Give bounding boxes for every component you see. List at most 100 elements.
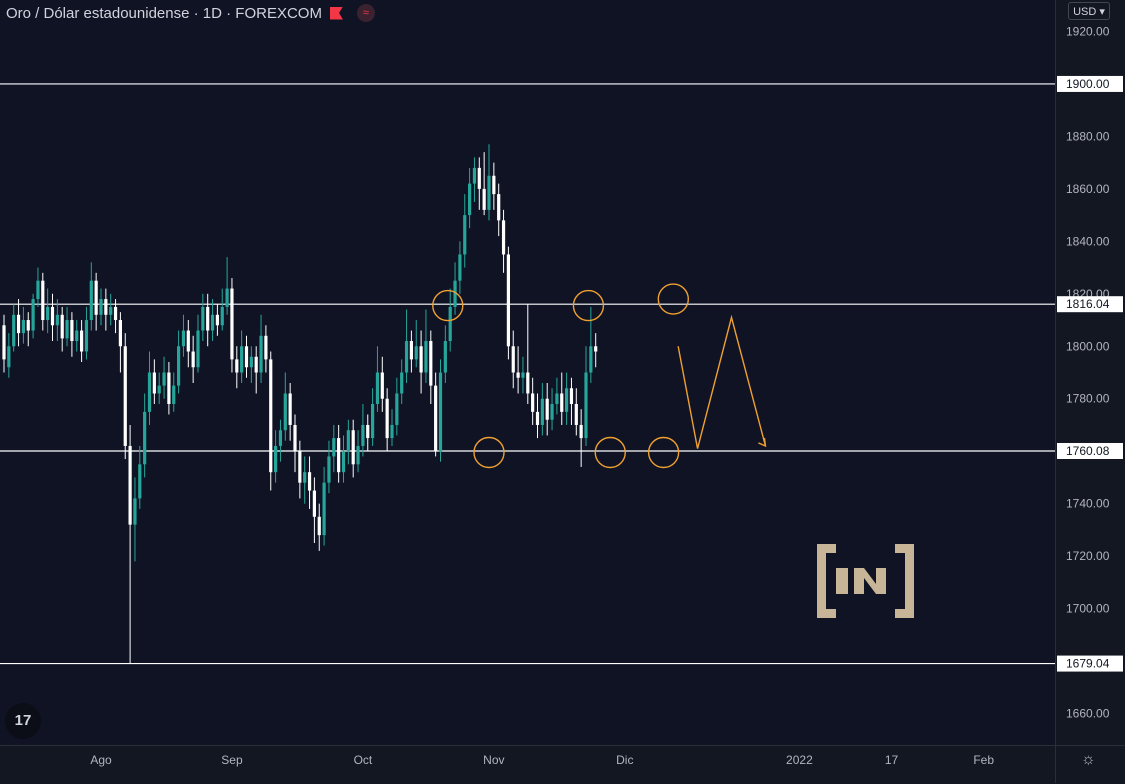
candle-body bbox=[235, 359, 239, 373]
eye-icon[interactable]: ≈ bbox=[356, 4, 375, 22]
price-tick-label: 1780.00 bbox=[1066, 392, 1110, 406]
candle-body bbox=[419, 346, 423, 373]
candle-body bbox=[293, 424, 297, 452]
candle-body bbox=[424, 341, 428, 373]
price-axis[interactable]: 1660.001680.001700.001720.001740.001760.… bbox=[1055, 0, 1125, 745]
candle-body bbox=[322, 482, 326, 536]
candle bbox=[109, 293, 113, 326]
watermark-letter-n bbox=[854, 568, 886, 594]
candle-body bbox=[429, 341, 433, 386]
candle-body bbox=[594, 346, 598, 352]
candle bbox=[497, 183, 501, 237]
candle-body bbox=[249, 356, 253, 368]
candle-body bbox=[26, 320, 30, 331]
candle-body bbox=[569, 388, 574, 404]
candle bbox=[341, 435, 346, 483]
candle bbox=[584, 346, 588, 446]
candle bbox=[458, 241, 462, 294]
candle-body bbox=[574, 403, 578, 425]
gear-icon[interactable]: ☼ bbox=[1081, 751, 1096, 768]
candle bbox=[288, 382, 292, 441]
candle-body bbox=[99, 299, 103, 315]
candle-body bbox=[31, 299, 35, 331]
candle bbox=[337, 424, 341, 483]
candle-body bbox=[443, 341, 447, 373]
currency-button[interactable]: USD ▾ bbox=[1068, 2, 1110, 20]
candle bbox=[16, 299, 21, 347]
candle-body bbox=[501, 220, 506, 255]
candle bbox=[472, 157, 477, 202]
chart-area[interactable] bbox=[0, 0, 1055, 745]
price-tick-label: 1740.00 bbox=[1066, 497, 1110, 511]
candle bbox=[36, 267, 40, 307]
candle bbox=[75, 320, 79, 352]
candle bbox=[526, 304, 530, 404]
flag-icon[interactable] bbox=[329, 6, 343, 20]
level-price-box bbox=[1057, 75, 1123, 92]
candle-body bbox=[560, 393, 564, 412]
candle bbox=[113, 299, 118, 334]
candle bbox=[501, 209, 506, 273]
candle-body bbox=[395, 393, 399, 425]
projection-path bbox=[677, 314, 767, 449]
candle bbox=[327, 440, 331, 494]
candle bbox=[118, 312, 122, 373]
candle-body bbox=[109, 306, 113, 315]
candle-body bbox=[278, 430, 283, 446]
candle bbox=[143, 393, 147, 478]
candle-body bbox=[80, 330, 84, 352]
candle-body bbox=[317, 516, 321, 536]
candle bbox=[477, 157, 481, 210]
candle bbox=[240, 330, 244, 383]
candle-body bbox=[463, 215, 467, 255]
watermark-bracket-left bbox=[817, 544, 836, 618]
candle bbox=[104, 288, 108, 331]
candle bbox=[7, 333, 11, 378]
candle bbox=[230, 278, 234, 373]
tradingview-logo-icon[interactable]: 17 bbox=[5, 703, 41, 739]
candle bbox=[254, 346, 258, 394]
candle bbox=[356, 430, 360, 473]
candle bbox=[21, 306, 25, 344]
candle bbox=[147, 351, 152, 425]
candle-body bbox=[337, 438, 341, 473]
candle-body bbox=[506, 254, 510, 347]
candle bbox=[594, 333, 598, 368]
candle bbox=[162, 356, 166, 399]
watermark-logo bbox=[817, 544, 914, 618]
time-axis-scale: Ago Sep Oct Nov Dic 2022 17 Feb bbox=[90, 753, 994, 767]
symbol-title[interactable]: Oro / Dólar estadounidense · 1D · FOREXC… bbox=[6, 4, 322, 22]
candle bbox=[264, 325, 268, 373]
candle bbox=[482, 152, 486, 216]
candle-body bbox=[196, 330, 200, 368]
candle bbox=[201, 293, 205, 342]
candle-body bbox=[414, 346, 418, 360]
candle bbox=[307, 456, 312, 509]
time-axis[interactable]: Ago Sep Oct Nov Dic 2022 17 Feb bbox=[0, 745, 1055, 783]
candle-body bbox=[46, 306, 50, 321]
candle-body bbox=[375, 372, 380, 404]
price-axis-scale: 1660.001680.001700.001720.001740.001760.… bbox=[1057, 24, 1123, 721]
candle bbox=[366, 414, 370, 452]
candle bbox=[215, 304, 219, 336]
candle bbox=[317, 503, 321, 551]
candle-body bbox=[143, 411, 147, 465]
candle-body bbox=[555, 393, 559, 404]
candle-body bbox=[157, 385, 161, 394]
price-tick-label: 1840.00 bbox=[1066, 234, 1110, 248]
candle bbox=[438, 359, 443, 462]
candle bbox=[31, 293, 35, 339]
candle bbox=[191, 335, 195, 383]
candle-body bbox=[94, 280, 98, 315]
price-chart[interactable] bbox=[0, 0, 1055, 745]
candle bbox=[516, 346, 520, 394]
candle-body bbox=[12, 314, 16, 347]
candle-body bbox=[41, 280, 45, 321]
time-tick-label: Dic bbox=[616, 753, 633, 767]
candle bbox=[312, 477, 316, 544]
candle bbox=[225, 257, 229, 315]
candle-body bbox=[55, 314, 59, 326]
candle-body bbox=[521, 372, 525, 378]
candle bbox=[60, 306, 64, 352]
annotation-circle bbox=[657, 283, 689, 315]
